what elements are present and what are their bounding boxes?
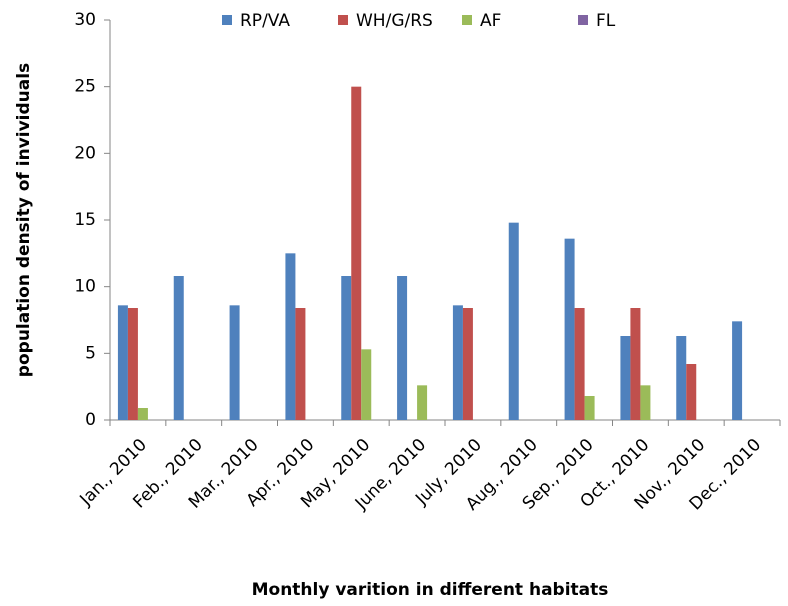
bar	[508, 222, 519, 420]
bar	[351, 86, 362, 421]
legend-swatch	[338, 15, 348, 25]
bar	[361, 349, 372, 420]
bar	[173, 276, 184, 420]
bar	[137, 408, 148, 420]
bar	[229, 305, 240, 420]
legend-label: FL	[596, 11, 616, 31]
y-tick-label: 30	[74, 10, 96, 30]
y-tick-label: 20	[74, 143, 96, 163]
y-tick-label: 25	[74, 77, 96, 97]
bar	[285, 253, 296, 420]
bar	[397, 276, 408, 420]
legend-swatch	[578, 15, 588, 25]
legend-label: RP/VA	[240, 11, 290, 31]
y-tick-label: 10	[74, 277, 96, 297]
bar	[676, 336, 687, 420]
bar	[127, 308, 138, 420]
y-tick-label: 5	[85, 343, 96, 363]
bar	[295, 308, 306, 420]
legend-label: WH/G/RS	[356, 11, 433, 31]
bar	[732, 321, 743, 420]
bar	[117, 305, 128, 420]
bar	[620, 336, 631, 420]
bar	[630, 308, 641, 420]
legend-swatch	[462, 15, 472, 25]
bar	[574, 308, 585, 420]
bar	[452, 305, 463, 420]
bar	[584, 396, 595, 420]
bar	[640, 385, 651, 420]
bar	[341, 276, 352, 420]
legend-label: AF	[480, 11, 501, 31]
y-axis-title: population density of invividuals	[14, 63, 34, 377]
bar	[686, 364, 697, 420]
bar	[564, 238, 575, 420]
x-axis-title: Monthly varition in different habitats	[252, 580, 609, 600]
y-tick-label: 15	[74, 210, 96, 230]
bar	[462, 308, 473, 420]
y-tick-label: 0	[85, 410, 96, 430]
bar	[417, 385, 428, 420]
legend-swatch	[222, 15, 232, 25]
